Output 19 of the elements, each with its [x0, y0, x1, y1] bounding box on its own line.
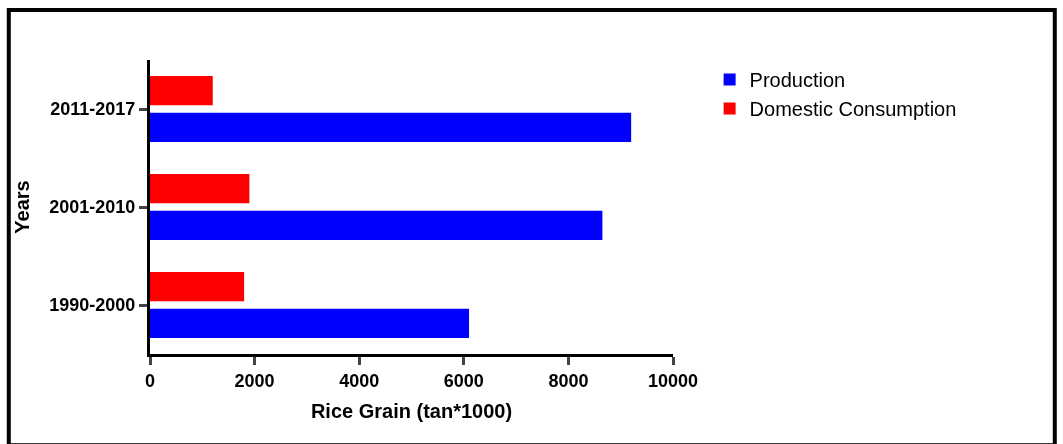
y-tick-label: 1990-2000 — [49, 295, 136, 316]
x-tick-label: 8000 — [548, 370, 589, 391]
y-tick-label: 2011-2017 — [50, 99, 136, 120]
x-tick-label: 2000 — [234, 370, 275, 391]
bar — [150, 210, 603, 241]
bar — [150, 308, 470, 339]
x-axis-title: Rice Grain (tan*1000) — [310, 400, 513, 423]
bar — [150, 112, 632, 143]
legend-label: Domestic Consumption — [749, 98, 957, 121]
x-tick-label: 4000 — [339, 370, 380, 391]
bar — [150, 173, 250, 204]
x-tick-label: 6000 — [443, 370, 484, 391]
bar — [150, 271, 245, 302]
x-tick-label: 10000 — [647, 370, 699, 391]
y-axis-title: Years — [10, 180, 33, 234]
legend-label: Production — [749, 69, 846, 92]
y-tick-label: 2001-2010 — [49, 197, 136, 218]
x-tick-label: 0 — [144, 370, 156, 391]
bar — [150, 75, 213, 106]
